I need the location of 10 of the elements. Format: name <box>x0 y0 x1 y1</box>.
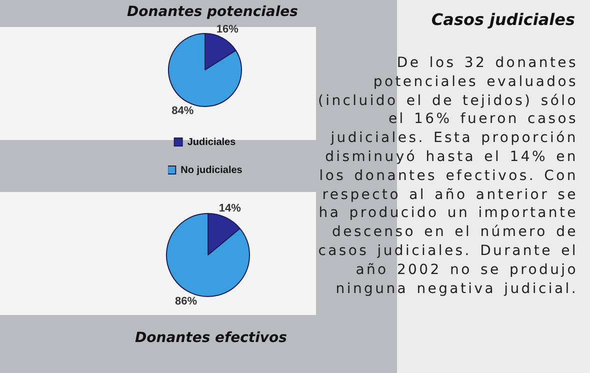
text: Donantes efectivos <box>135 330 287 346</box>
data-label: 16% <box>216 23 239 36</box>
data-label: 84% <box>172 104 194 117</box>
legend-label: Judiciales <box>187 136 236 148</box>
legend-label: No judiciales <box>180 164 243 176</box>
data-label: 14% <box>218 202 242 214</box>
text: De los 32 donantes potenciales evaluados (incluido el de tejidos) sólo el 16% fueron casos judiciales. Esta proporción disminuyó hasta el 14% en los donantes efectivos. Con respecto al año anterior se ha producido un importante descenso en el número de casos judiciales. Durante el año 2002 no se produjo ninguna negativa judicial. <box>318 55 578 297</box>
chart-title: Donantes potenciales <box>127 4 298 20</box>
data-label: 86% <box>175 296 198 308</box>
text: Casos judiciales <box>431 10 575 29</box>
